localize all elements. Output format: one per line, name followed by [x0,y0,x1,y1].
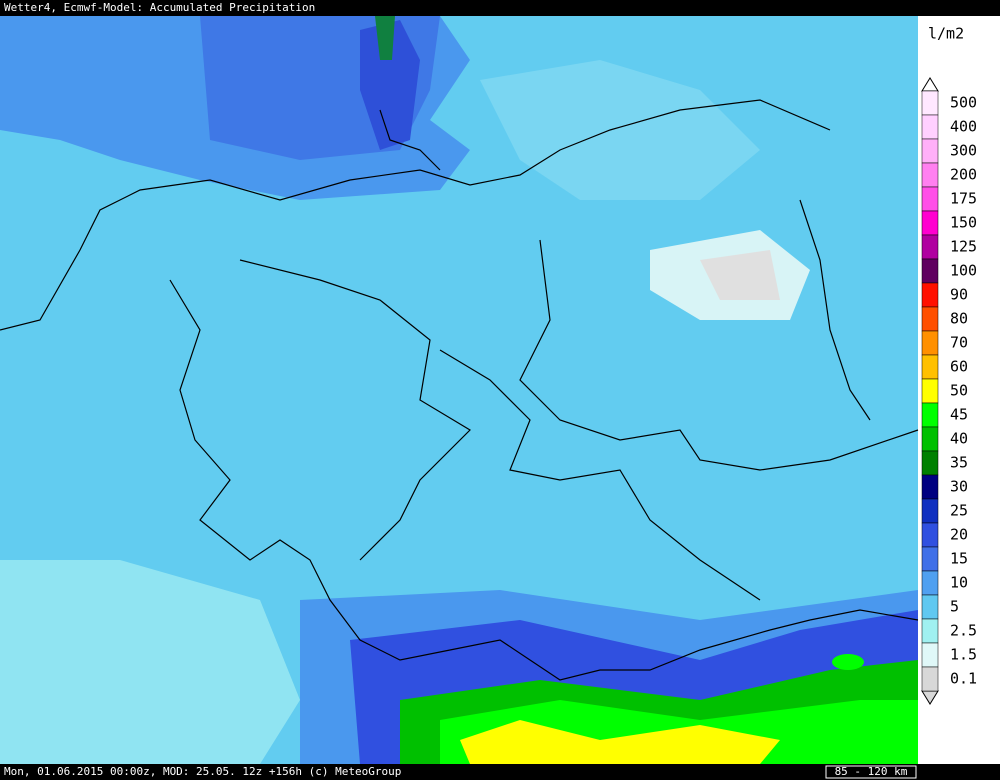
precipitation-map [0,16,919,764]
legend-label: 100 [950,262,977,280]
legend-swatch [921,90,939,116]
legend-label: 90 [950,286,968,304]
legend-swatch [921,162,939,188]
legend-label: 1.5 [950,646,977,664]
legend-label: 200 [950,166,977,184]
legend-swatch [921,282,939,308]
legend-label: 175 [950,190,977,208]
legend-label: 70 [950,334,968,352]
footer-bar [0,764,1000,780]
legend-swatch [921,114,939,140]
legend-label: 500 [950,94,977,112]
legend-swatch [921,234,939,260]
legend-swatch [921,354,939,380]
legend-label: 80 [950,310,968,328]
legend-swatch [921,426,939,452]
legend-swatch [921,402,939,428]
legend-label: 300 [950,142,977,160]
legend-label: 5 [950,598,959,616]
map-title: Wetter4, Ecmwf-Model: Accumulated Precip… [4,1,315,14]
legend-swatch [921,378,939,404]
legend-swatch [921,618,939,644]
legend-label: 45 [950,406,968,424]
legend-unit: l/m2 [928,25,964,43]
legend-label: 40 [950,430,968,448]
legend-bottom-arrow [921,690,939,705]
legend-swatch [921,474,939,500]
legend-label: 30 [950,478,968,496]
legend-swatch [921,498,939,524]
legend-label: 400 [950,118,977,136]
legend-swatch [921,666,939,692]
legend-label: 25 [950,502,968,520]
title-bar [0,0,1000,16]
legend-label: 15 [950,550,968,568]
legend-swatch [921,186,939,212]
legend-swatch [921,330,939,356]
legend-label: 50 [950,382,968,400]
legend-label: 2.5 [950,622,977,640]
legend: l/m2 500 400 300 200 175 150 125 100 90 80 70 60 50 4… [921,25,977,705]
legend-swatch [921,642,939,668]
legend-swatch [921,570,939,596]
legend-label: 60 [950,358,968,376]
legend-top-arrow [921,77,939,92]
scale-box [825,765,917,779]
legend-label: 10 [950,574,968,592]
legend-swatch [921,138,939,164]
legend-swatch [921,522,939,548]
legend-swatch [921,210,939,236]
legend-label: 35 [950,454,968,472]
legend-label: 20 [950,526,968,544]
legend-label: 0.1 [950,670,977,688]
legend-label: 150 [950,214,977,232]
legend-swatch [921,450,939,476]
legend-swatch [921,546,939,572]
legend-swatch [921,594,939,620]
legend-swatch [921,258,939,284]
scale-label: 85 - 120 km [835,765,908,778]
legend-swatch [921,306,939,332]
legend-label: 125 [950,238,977,256]
footer-info: Mon, 01.06.2015 00:00z, MOD: 25.05. 12z … [4,765,401,778]
